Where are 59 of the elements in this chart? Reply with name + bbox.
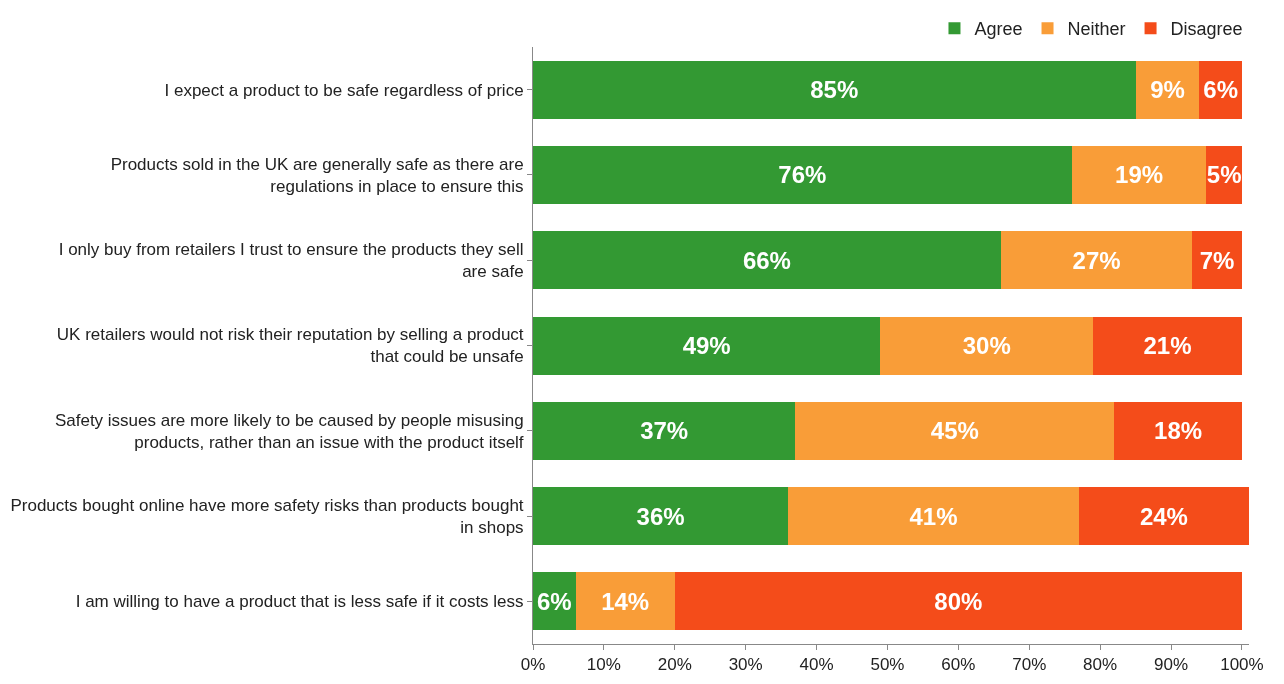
x-tick-label: 0% <box>520 655 546 675</box>
data-label: 7% <box>1199 246 1235 274</box>
legend-label: Agree <box>974 19 1023 40</box>
data-label: 66% <box>742 246 791 274</box>
data-label: 18% <box>1154 417 1203 445</box>
x-tick-label: 90% <box>1154 655 1189 675</box>
x-tick-label: 100% <box>1220 655 1264 675</box>
data-label: 36% <box>636 502 685 530</box>
data-label: 41% <box>909 502 958 530</box>
y-tick-label: Safety issues are more likely to be caused by people misusing products, rather than an issue with the product itself <box>54 410 524 452</box>
y-tick-label: I expect a product to be safe regardless of price <box>164 80 524 100</box>
bar <box>1071 145 1207 204</box>
bar <box>788 487 1079 546</box>
data-label: 24% <box>1139 502 1188 530</box>
y-tick-label: Products sold in the UK are generally safe as there are regulations in place to ensure this <box>110 154 524 196</box>
bar <box>1093 316 1242 375</box>
bar <box>533 316 881 375</box>
bar <box>880 316 1094 375</box>
x-tick-label: 60% <box>941 655 976 675</box>
data-label: 49% <box>682 332 731 359</box>
bar <box>533 401 796 460</box>
x-tick-label: 70% <box>1012 655 1047 675</box>
bar <box>1192 231 1242 290</box>
bar <box>1000 231 1193 290</box>
bar <box>1114 401 1242 460</box>
bar <box>674 572 1242 631</box>
data-label: 6% <box>1203 76 1238 104</box>
bar <box>533 231 1001 290</box>
y-tick-label: Products bought online have more safety risks than products bought in shops <box>10 495 524 538</box>
x-tick-label: 10% <box>586 655 621 675</box>
data-label: 9% <box>1150 76 1185 104</box>
bar <box>1078 487 1249 546</box>
data-label: 85% <box>810 76 859 104</box>
data-label: 80% <box>934 587 983 615</box>
legend-label: Disagree <box>1170 19 1243 40</box>
legend-label: Neither <box>1067 19 1126 40</box>
data-label: 5% <box>1206 161 1242 189</box>
x-tick-label: 50% <box>870 655 905 675</box>
bar <box>575 572 675 631</box>
bar <box>533 487 789 546</box>
x-tick-label: 20% <box>657 655 692 675</box>
x-tick-label: 40% <box>799 655 834 675</box>
y-tick-label: I only buy from retailers I trust to ensure the products they sell are safe <box>58 240 524 282</box>
data-label: 19% <box>1115 161 1164 189</box>
bar <box>795 401 1115 460</box>
x-tick-label: 80% <box>1083 655 1118 675</box>
data-label: 76% <box>778 161 827 189</box>
data-label: 14% <box>601 587 650 615</box>
data-label: 37% <box>640 417 689 445</box>
data-label: 45% <box>930 417 979 445</box>
y-tick-label: UK retailers would not risk their reputation by selling a product that could be unsafe <box>56 325 524 367</box>
data-label: 27% <box>1072 246 1121 274</box>
x-tick-label: 30% <box>728 655 763 675</box>
data-label: 21% <box>1143 332 1192 359</box>
y-tick-label: I am willing to have a product that is less safe if it costs less <box>75 592 524 612</box>
data-label: 30% <box>962 332 1011 359</box>
bar <box>533 60 1136 119</box>
data-label: 6% <box>536 587 572 615</box>
bar <box>533 145 1072 204</box>
